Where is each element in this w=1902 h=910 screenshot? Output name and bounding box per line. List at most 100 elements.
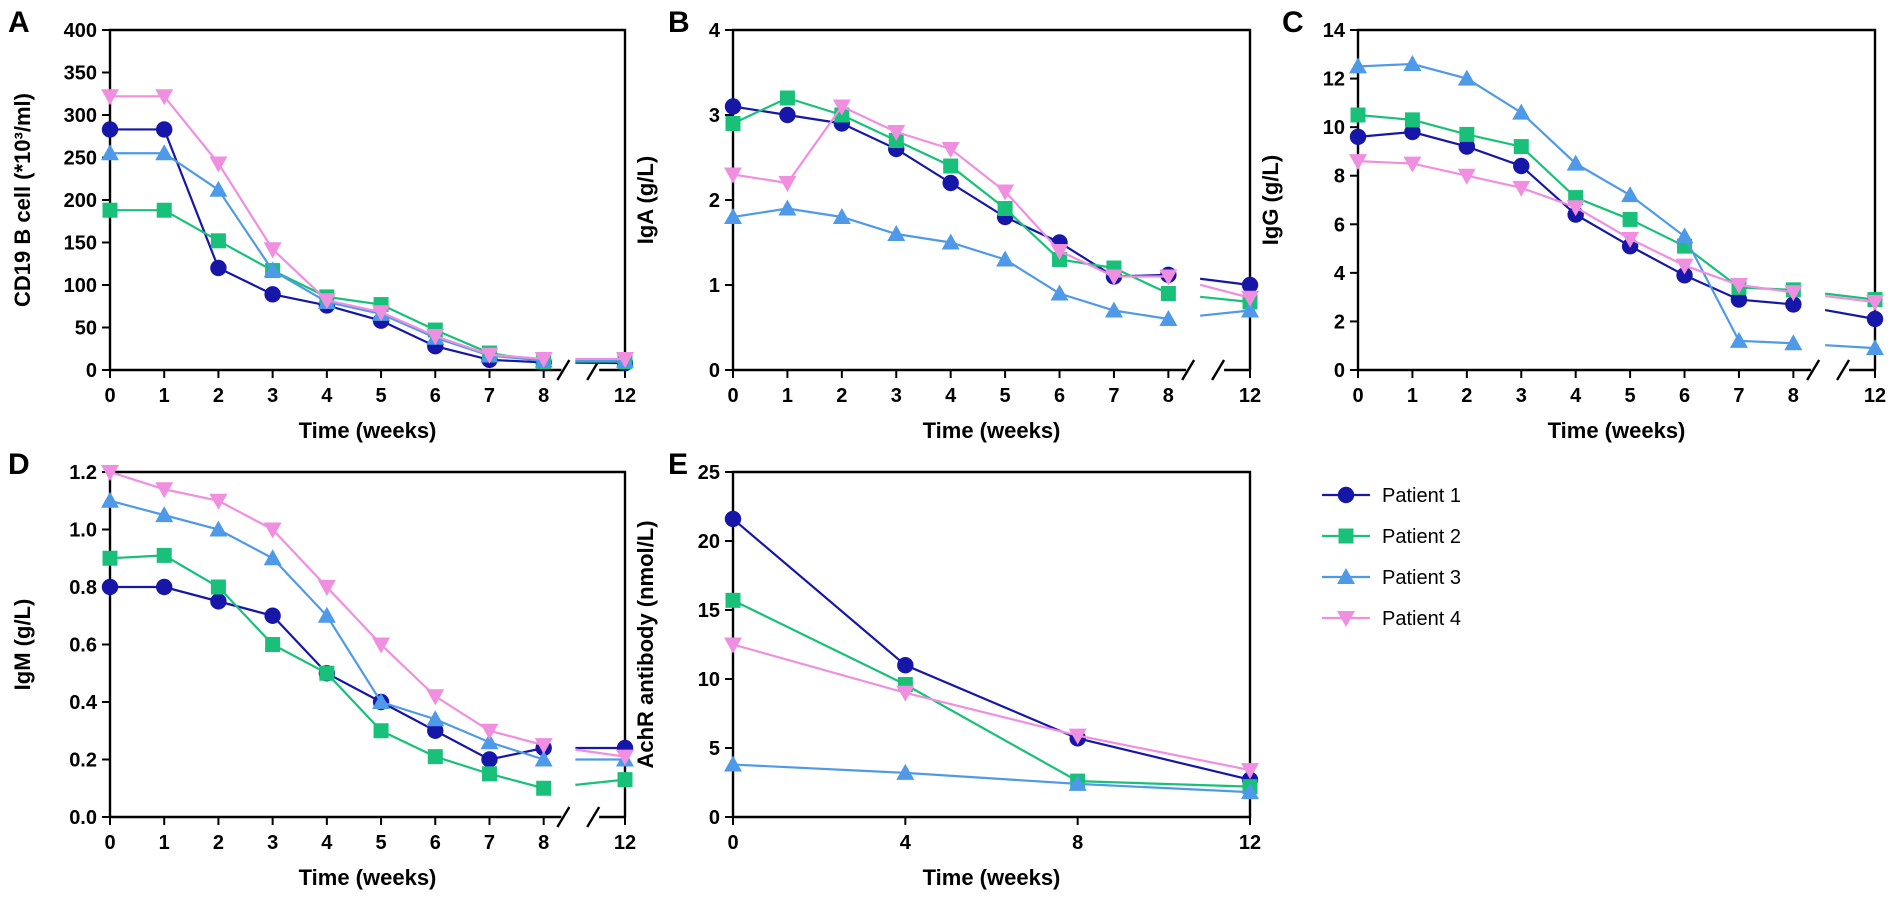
data-point xyxy=(942,174,959,192)
data-point xyxy=(534,738,553,755)
x-tick-label: 5 xyxy=(375,385,386,407)
series-line xyxy=(1357,160,1794,294)
series-line-after-break xyxy=(575,778,626,786)
axis-break-mark xyxy=(1181,359,1196,381)
data-point xyxy=(101,121,119,138)
data-point xyxy=(1457,69,1476,86)
y-axis-label: IgG (g/L) xyxy=(1258,155,1283,245)
y-tick-label: 1 xyxy=(709,275,720,297)
x-tick-label: 2 xyxy=(836,385,847,407)
x-tick-label: 12 xyxy=(1864,385,1886,407)
data-point xyxy=(480,723,499,740)
data-point xyxy=(1459,126,1475,142)
data-point xyxy=(1566,154,1585,171)
data-point xyxy=(1513,157,1530,175)
data-point xyxy=(724,167,742,184)
series-line-after-break xyxy=(575,748,626,758)
y-tick-label: 50 xyxy=(75,318,97,340)
legend-marker xyxy=(1337,611,1355,627)
series-line-after-break xyxy=(1824,309,1876,321)
panel-letter-c: C xyxy=(1282,6,1304,39)
data-point xyxy=(373,723,389,739)
x-axis-label: Time (weeks) xyxy=(1548,418,1686,443)
legend-marker xyxy=(1337,486,1355,504)
axis-break-mark xyxy=(1806,359,1821,381)
data-point xyxy=(264,607,281,624)
data-point xyxy=(725,592,741,608)
data-point xyxy=(101,578,119,596)
data-point xyxy=(1785,296,1802,313)
data-point xyxy=(426,329,445,345)
x-tick-label: 12 xyxy=(614,385,636,407)
x-tick-label: 12 xyxy=(614,832,636,854)
data-point xyxy=(778,176,797,192)
data-point xyxy=(724,755,742,772)
data-point xyxy=(896,763,915,780)
data-point xyxy=(265,637,281,652)
x-tick-label: 8 xyxy=(538,385,549,407)
data-point xyxy=(1730,291,1748,308)
data-point xyxy=(210,579,226,595)
series-patient-2 xyxy=(102,547,633,796)
data-point xyxy=(1566,200,1585,217)
series-patient-3 xyxy=(101,144,634,368)
series-patient-2 xyxy=(102,202,633,369)
y-tick-label: 0.2 xyxy=(69,750,97,772)
x-tick-label: 3 xyxy=(267,385,278,407)
data-point xyxy=(1241,276,1259,294)
x-tick-label: 6 xyxy=(430,385,441,407)
data-point xyxy=(1404,123,1421,141)
x-tick-label: 0 xyxy=(727,832,738,854)
legend-marker xyxy=(1337,568,1355,584)
panel-letter-e: E xyxy=(668,448,688,481)
series-line xyxy=(110,152,544,362)
series-line-after-break xyxy=(1200,277,1251,287)
data-point xyxy=(480,733,499,750)
series-line xyxy=(732,643,1251,772)
data-point xyxy=(832,99,851,116)
data-point xyxy=(897,657,914,674)
data-point xyxy=(155,89,174,106)
data-point xyxy=(832,208,851,224)
data-point xyxy=(725,116,741,131)
y-tick-label: 4 xyxy=(1334,263,1346,285)
x-tick-label: 6 xyxy=(1054,385,1065,407)
x-tick-label: 8 xyxy=(538,832,549,854)
axis-frame xyxy=(731,470,1252,819)
x-tick-label: 6 xyxy=(430,832,441,854)
y-tick-label: 6 xyxy=(1334,214,1345,236)
data-point xyxy=(1512,103,1531,120)
data-point xyxy=(1241,290,1259,307)
axis-break-mark xyxy=(556,806,571,828)
data-point xyxy=(317,606,336,623)
data-point xyxy=(1866,339,1884,356)
data-point xyxy=(155,506,174,523)
data-point xyxy=(481,766,497,782)
data-point xyxy=(317,580,336,596)
data-point xyxy=(317,293,336,310)
x-tick-label: 1 xyxy=(1407,385,1418,407)
y-tick-label: 150 xyxy=(64,233,97,255)
data-point xyxy=(1050,284,1069,301)
data-point xyxy=(1403,156,1422,173)
series-patient-1 xyxy=(1349,123,1884,328)
x-tick-label: 4 xyxy=(321,832,333,854)
y-axis-label: IgA (g/L) xyxy=(633,156,658,244)
x-tick-label: 2 xyxy=(213,832,224,854)
data-point xyxy=(1404,112,1420,128)
data-point xyxy=(1068,774,1087,791)
legend-item-patient-2: Patient 2 xyxy=(1322,526,1461,548)
data-point xyxy=(1729,331,1748,348)
y-tick-label: 1.0 xyxy=(69,520,97,542)
x-axis-label: Time (weeks) xyxy=(923,865,1061,890)
x-tick-label: 7 xyxy=(1108,385,1119,407)
data-point xyxy=(724,98,742,115)
data-point xyxy=(1159,310,1178,326)
data-point xyxy=(1866,295,1884,311)
data-point xyxy=(426,689,445,706)
data-point xyxy=(941,142,960,158)
series-line xyxy=(732,96,1169,295)
